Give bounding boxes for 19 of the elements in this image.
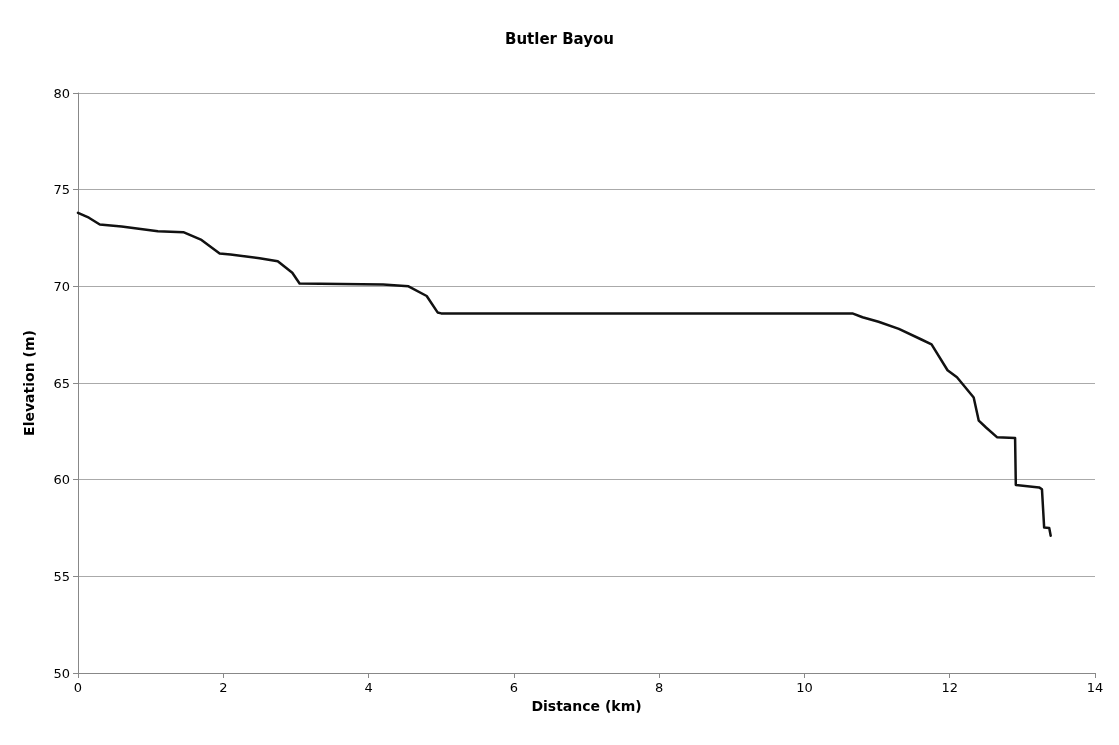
x-tick-label: 12 <box>941 680 958 695</box>
x-tick-label: 4 <box>364 680 373 695</box>
y-tick-label: 70 <box>53 278 70 294</box>
y-tick-label: 50 <box>53 665 70 681</box>
y-axis-title: Elevation (m) <box>21 330 37 436</box>
x-tick-label: 6 <box>509 680 518 695</box>
y-tick-label: 60 <box>53 472 70 488</box>
y-tick-label: 75 <box>53 182 70 198</box>
x-tick-label: 10 <box>796 680 813 695</box>
line-series <box>76 211 1052 537</box>
chart-title: Butler Bayou <box>504 29 615 48</box>
x-tick-label: 2 <box>219 680 228 695</box>
y-tick-label: 55 <box>53 568 70 584</box>
y-tick-label: 65 <box>53 375 70 391</box>
x-axis-title: Distance (km) <box>531 698 642 714</box>
y-tick-label: 80 <box>53 85 70 101</box>
x-tick-label: 8 <box>655 680 664 695</box>
x-tick-label: 0 <box>73 680 83 695</box>
x-tick-label: 14 <box>1086 680 1104 695</box>
